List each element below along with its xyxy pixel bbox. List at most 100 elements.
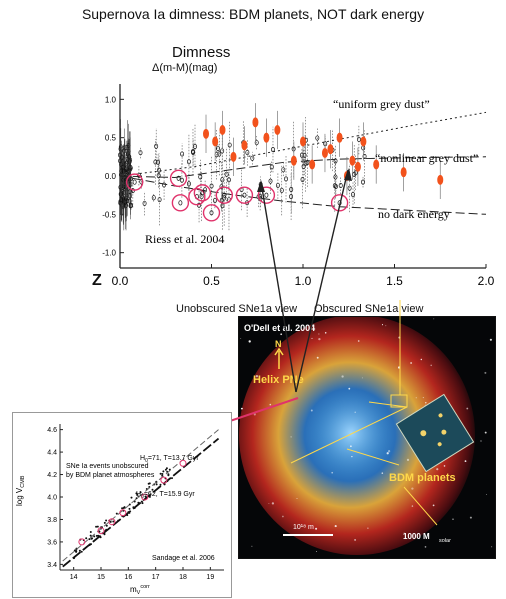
data-point <box>338 182 343 189</box>
orange-point <box>252 117 259 128</box>
circled-point-marker <box>178 200 183 206</box>
star <box>385 325 387 327</box>
circled-point <box>235 186 254 204</box>
curve-nonlinear-grey-dust <box>119 156 487 179</box>
data-point <box>119 196 124 202</box>
bdm-planets-zoom-inset <box>395 393 475 473</box>
orange-point <box>400 167 407 178</box>
nebula-core <box>311 389 391 477</box>
star <box>433 318 435 320</box>
mass-label-subscript: solar <box>439 538 451 544</box>
circled-point <box>188 187 206 206</box>
inset-point <box>105 519 108 522</box>
circled-point <box>125 173 144 191</box>
inset-point <box>103 521 106 524</box>
inset-point <box>148 482 151 485</box>
data-point <box>199 193 204 200</box>
inset-point <box>171 477 173 480</box>
star <box>348 387 351 390</box>
star <box>318 337 321 341</box>
data-point <box>299 152 304 158</box>
star <box>269 403 272 406</box>
star <box>310 409 313 412</box>
orange-point <box>349 155 356 166</box>
star <box>367 527 369 529</box>
orange-point <box>230 151 237 162</box>
data-point <box>151 195 156 201</box>
inset-citation: Sandage et al. 2006 <box>152 555 215 562</box>
star <box>290 436 292 438</box>
circled-point-marker <box>222 192 227 198</box>
inset-x-tick-label: 17 <box>152 574 160 581</box>
data-point <box>128 164 133 170</box>
star <box>271 502 275 505</box>
top-chart-circled-points <box>125 169 349 222</box>
circled-point-marker <box>264 192 269 198</box>
orange-point <box>219 125 226 135</box>
bdm-planets-label: BDM planets <box>389 472 456 484</box>
scale-label: 10¹⁸ m <box>293 524 314 531</box>
data-point <box>245 149 250 156</box>
orange-point <box>274 125 281 135</box>
data-point <box>142 200 147 206</box>
arrow-unobscured <box>260 181 297 393</box>
circled-point <box>169 169 188 188</box>
star <box>432 504 435 507</box>
data-point <box>356 136 361 142</box>
data-point <box>315 135 320 141</box>
mass-label: 1000 M <box>403 532 430 541</box>
data-point <box>157 197 162 203</box>
yellow-arrow-1 <box>368 401 408 408</box>
inset-fit-bottom-label: H0=62, T=15.9 Gyr <box>136 491 195 500</box>
inset-point <box>144 495 147 498</box>
yellow-arrow-3 <box>346 448 400 466</box>
data-point <box>250 155 255 161</box>
data-point <box>156 173 161 179</box>
compass-north: N <box>275 339 282 349</box>
top-chart-orange-points <box>203 103 444 199</box>
data-point <box>275 182 280 188</box>
star <box>403 532 405 534</box>
star <box>489 338 492 341</box>
data-point <box>215 145 220 151</box>
data-point <box>153 159 158 165</box>
star <box>361 377 363 379</box>
data-point <box>226 177 231 183</box>
y-tick-label: 1.0 <box>105 95 117 104</box>
star <box>334 525 337 528</box>
inset-circled-point <box>160 476 168 484</box>
star <box>411 505 414 507</box>
x-tick-label: 1.0 <box>295 274 312 288</box>
star <box>324 332 327 334</box>
data-point <box>179 177 184 183</box>
inset-point <box>167 473 170 476</box>
data-point <box>119 168 124 174</box>
inset-point <box>161 473 164 475</box>
x-axis-title: Z <box>92 272 102 289</box>
inset-y-tick-label: 4.6 <box>47 427 57 434</box>
inset-ticks: 14 15 16 17 18 19 3.4 3.6 3.8 4.0 4.2 4.4 4.6 <box>47 427 214 581</box>
inset-circled-point <box>119 509 127 517</box>
orange-point <box>327 144 334 155</box>
inset-fit-line <box>62 429 219 562</box>
data-point <box>127 154 132 160</box>
star <box>436 468 439 471</box>
inset-y-tick-label: 4.4 <box>47 450 57 457</box>
data-point <box>333 183 338 190</box>
inset-point <box>95 525 98 528</box>
data-point <box>118 144 123 150</box>
star <box>415 397 417 399</box>
star <box>354 538 357 541</box>
data-point <box>227 142 232 148</box>
data-point <box>121 164 126 170</box>
inset-point <box>89 531 92 533</box>
inset-circled-point <box>78 538 86 546</box>
orange-point <box>290 155 297 166</box>
inset-point <box>159 483 162 486</box>
star <box>411 487 414 490</box>
y-tick-label: -1.0 <box>102 249 116 258</box>
inset-point <box>93 535 96 538</box>
orange-point <box>212 136 219 147</box>
inset-point <box>73 549 76 552</box>
arrow-obscured <box>295 169 349 393</box>
